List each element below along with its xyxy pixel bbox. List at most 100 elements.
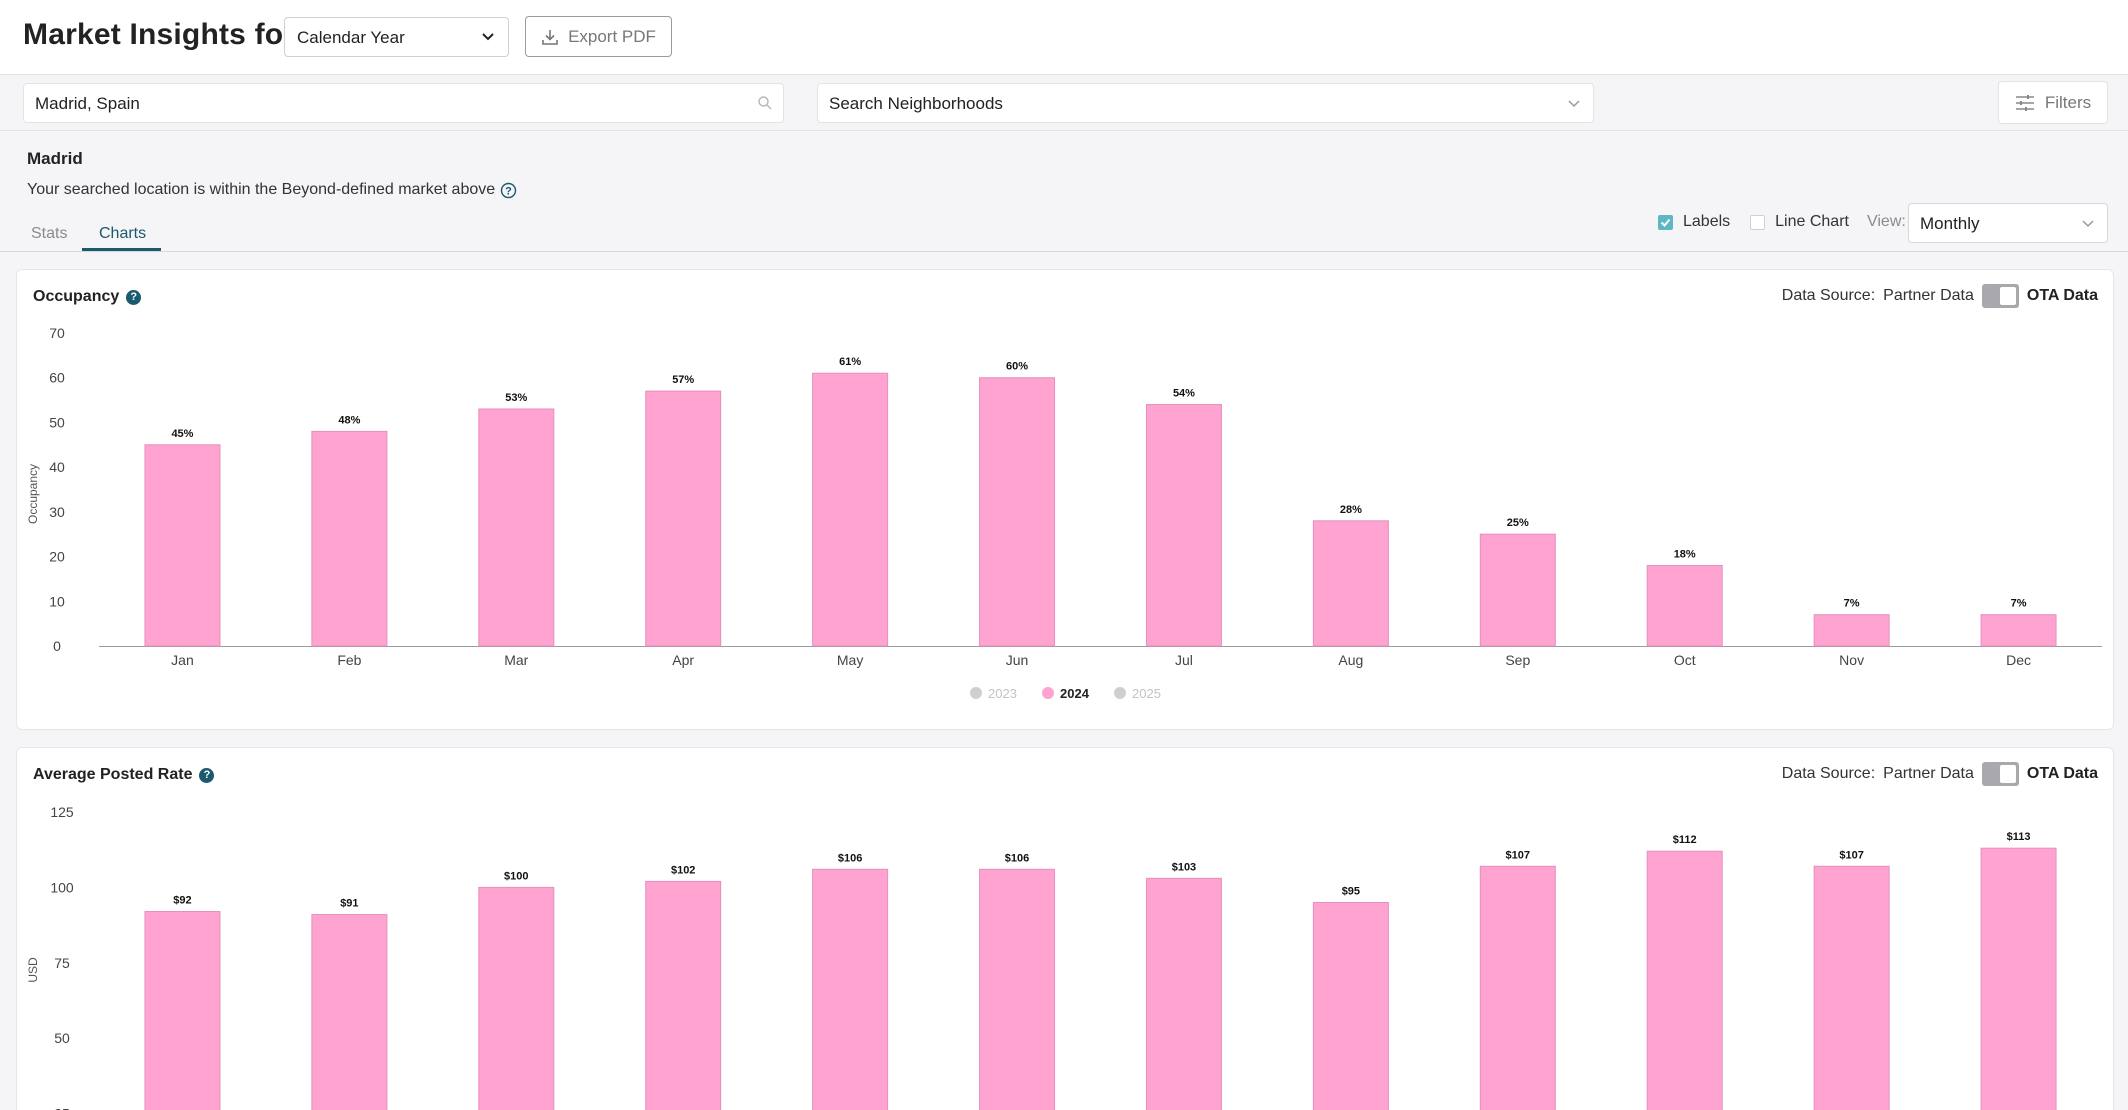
chevron-down-icon xyxy=(482,33,494,41)
x-tick-label: May xyxy=(837,652,863,668)
bar-value-label: 54% xyxy=(1173,388,1195,400)
bar-value-label: $107 xyxy=(1839,849,1863,861)
top-bar: Market Insights for Calendar Year Export… xyxy=(0,0,2128,75)
neighborhoods-select[interactable]: Search Neighborhoods xyxy=(817,83,1594,123)
period-select[interactable]: Calendar Year xyxy=(284,17,509,57)
bar-value-label: 57% xyxy=(672,374,694,386)
bar-value-label: 7% xyxy=(1844,598,1860,610)
filters-label: Filters xyxy=(2044,92,2092,112)
bar-value-label: 48% xyxy=(338,414,360,426)
y-tick-label: 75 xyxy=(54,955,70,971)
bar xyxy=(1646,850,1723,1110)
bar-value-label: $100 xyxy=(504,870,528,882)
bar xyxy=(1479,865,1556,1110)
bar-value-label: $113 xyxy=(2007,831,2031,843)
average-posted-rate-chart: 25 50 75 100 125 USD $92 $91 $100 $102 $106 $106 $10… xyxy=(26,804,2057,1110)
line-chart-label: Line Chart xyxy=(1775,213,1849,230)
bar-value-label: 60% xyxy=(1006,361,1028,373)
y-axis-label: USD xyxy=(26,957,40,983)
toggle-knob xyxy=(1999,765,2016,783)
help-icon[interactable]: ? xyxy=(199,767,215,783)
x-tick-label: Jul xyxy=(1175,652,1193,668)
y-axis-label: Occupancy xyxy=(26,464,40,524)
view-tabs: Stats Charts xyxy=(0,213,2128,252)
bar-value-label: 61% xyxy=(839,356,861,368)
help-icon[interactable]: ? xyxy=(126,289,142,305)
market-note-text: Your searched location is within the Bey… xyxy=(27,181,496,198)
check-icon xyxy=(1660,218,1671,227)
neighborhoods-placeholder: Search Neighborhoods xyxy=(829,94,1003,113)
bar xyxy=(144,444,221,647)
data-source-switch: Data Source: Partner Data OTA Data xyxy=(1782,284,2098,308)
y-tick-label: 20 xyxy=(49,549,65,565)
occupancy-card-header: Occupancy ? xyxy=(33,288,142,306)
bar-value-label: 45% xyxy=(171,428,193,440)
y-tick-label: 40 xyxy=(49,459,65,475)
location-search-input[interactable]: Madrid, Spain xyxy=(23,83,784,123)
download-icon xyxy=(542,29,558,45)
bar-value-label: $103 xyxy=(1172,861,1196,873)
data-source-label: Data Source: xyxy=(1781,287,1876,304)
market-name: Madrid xyxy=(27,149,83,168)
ota-data-label: OTA Data xyxy=(2026,765,2098,782)
active-tab-indicator xyxy=(82,248,161,251)
search-row: Madrid, Spain Search Neighborhoods Filte… xyxy=(0,75,2128,131)
occupancy-chart: 0 10 20 30 40 50 60 70 Occupancy 45% Jan 48% Feb 53% M… xyxy=(26,325,2102,701)
period-select-value: Calendar Year xyxy=(297,28,405,47)
average-posted-rate-title: Average Posted Rate xyxy=(33,766,193,783)
x-tick-label: Oct xyxy=(1674,652,1696,668)
bar xyxy=(1980,847,2057,1110)
y-tick-label: 125 xyxy=(50,804,74,820)
bar xyxy=(979,868,1056,1110)
ota-data-label: OTA Data xyxy=(2026,287,2098,304)
bar xyxy=(1813,614,1890,647)
y-tick-label: 60 xyxy=(49,370,65,386)
bar xyxy=(478,886,555,1110)
x-tick-label: Apr xyxy=(672,652,694,668)
bar xyxy=(1813,865,1890,1110)
tab-stats[interactable]: Stats xyxy=(31,225,68,242)
bar-value-label: $95 xyxy=(1342,885,1360,897)
bar xyxy=(144,911,221,1110)
labels-checkbox[interactable] xyxy=(1658,214,1673,230)
market-note: Your searched location is within the Bey… xyxy=(27,181,517,199)
sliders-icon xyxy=(2015,94,2034,111)
y-tick-label: 0 xyxy=(53,638,61,654)
data-source-switch: Data Source: Partner Data OTA Data xyxy=(1782,762,2098,786)
data-source-toggle[interactable] xyxy=(1981,762,2019,786)
view-select[interactable]: Monthly xyxy=(1908,203,2108,243)
x-tick-label: Feb xyxy=(337,652,361,668)
y-tick-label: 30 xyxy=(49,504,65,520)
average-posted-rate-card: Average Posted Rate ? Data Source: Partn… xyxy=(16,747,2114,1110)
bar-value-label: 18% xyxy=(1674,549,1696,561)
bar xyxy=(311,430,388,647)
x-tick-label: Jan xyxy=(171,652,194,668)
data-source-label: Data Source: xyxy=(1781,765,1876,782)
legend-marker xyxy=(1042,687,1054,699)
bar xyxy=(812,372,889,647)
bar xyxy=(311,914,388,1110)
bar xyxy=(1980,614,2057,647)
bar-value-label: 25% xyxy=(1507,517,1529,529)
export-pdf-button[interactable]: Export PDF xyxy=(525,16,672,57)
chevron-down-icon xyxy=(2082,220,2094,228)
filters-button[interactable]: Filters xyxy=(1998,81,2108,124)
help-circle-icon[interactable]: ? xyxy=(500,182,517,199)
svg-text:?: ? xyxy=(505,185,512,197)
labels-label: Labels xyxy=(1683,213,1731,230)
line-chart-checkbox[interactable] xyxy=(1750,214,1766,230)
bar-value-label: 7% xyxy=(2011,598,2027,610)
bar xyxy=(1646,565,1723,647)
bar-value-label: $107 xyxy=(1506,849,1530,861)
chevron-down-icon xyxy=(1568,100,1580,108)
bar-value-label: $106 xyxy=(1005,852,1029,864)
data-source-toggle[interactable] xyxy=(1981,284,2019,308)
occupancy-title: Occupancy xyxy=(33,288,120,305)
bar xyxy=(1145,877,1222,1110)
y-tick-label: 50 xyxy=(49,414,65,430)
bar xyxy=(1312,520,1389,647)
legend-label: 2023 xyxy=(988,686,1017,701)
tab-charts[interactable]: Charts xyxy=(99,225,147,242)
view-select-value: Monthly xyxy=(1920,214,1980,233)
y-tick-label: 10 xyxy=(49,593,65,609)
